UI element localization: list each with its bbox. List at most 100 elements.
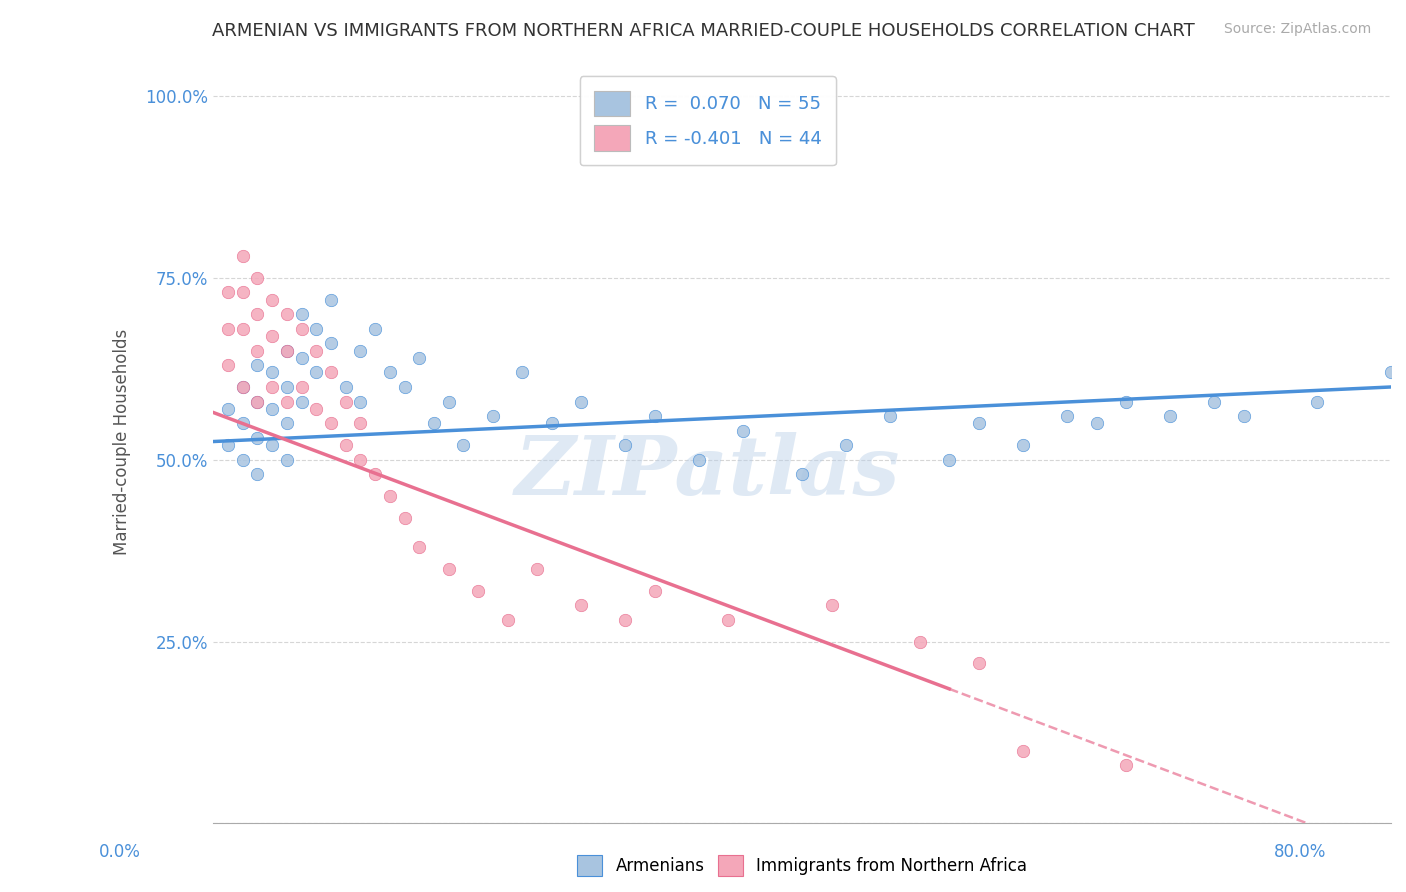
Text: 80.0%: 80.0% [1274,843,1327,861]
Point [232,380,254,394]
Point [290,380,312,394]
Point [938,452,960,467]
Point [246,358,269,372]
Point [217,358,239,372]
Point [276,380,298,394]
Point [540,417,562,431]
Point [820,599,842,613]
Point [408,351,430,365]
Point [232,285,254,300]
Point [217,401,239,416]
Point [688,452,710,467]
Point [453,438,475,452]
Point [335,438,357,452]
Legend: R =  0.070   N = 55, R = -0.401   N = 44: R = 0.070 N = 55, R = -0.401 N = 44 [579,77,837,165]
Point [967,417,990,431]
Point [1306,394,1329,409]
Point [217,438,239,452]
Point [526,562,548,576]
Point [394,511,416,525]
Point [349,417,371,431]
Text: Source: ZipAtlas.com: Source: ZipAtlas.com [1223,22,1371,37]
Point [482,409,505,423]
Point [262,293,284,307]
Point [262,366,284,380]
Point [276,394,298,409]
Text: ARMENIAN VS IMMIGRANTS FROM NORTHERN AFRICA MARRIED-COUPLE HOUSEHOLDS CORRELATIO: ARMENIAN VS IMMIGRANTS FROM NORTHERN AFR… [212,22,1194,40]
Point [276,307,298,321]
Point [614,438,637,452]
Point [246,270,269,285]
Point [423,417,446,431]
Point [232,452,254,467]
Point [305,366,328,380]
Point [246,343,269,358]
Point [644,409,666,423]
Point [1115,758,1137,772]
Point [1056,409,1078,423]
Point [1233,409,1256,423]
Point [437,562,460,576]
Point [217,322,239,336]
Point [1115,394,1137,409]
Point [467,583,489,598]
Point [246,467,269,482]
Point [569,599,592,613]
Point [408,540,430,554]
Point [305,343,328,358]
Point [232,322,254,336]
Point [276,452,298,467]
Point [496,613,519,627]
Point [290,322,312,336]
Point [512,366,534,380]
Point [262,438,284,452]
Point [276,417,298,431]
Point [335,394,357,409]
Point [319,366,342,380]
Point [1379,366,1402,380]
Point [305,401,328,416]
Point [614,613,637,627]
Point [319,293,342,307]
Point [262,401,284,416]
Point [232,380,254,394]
Point [232,417,254,431]
Text: ZIPatlas: ZIPatlas [515,432,901,512]
Point [733,424,755,438]
Point [262,329,284,343]
Point [246,394,269,409]
Point [319,336,342,351]
Point [437,394,460,409]
Point [717,613,740,627]
Point [276,343,298,358]
Point [217,285,239,300]
Point [1012,744,1035,758]
Point [364,467,387,482]
Point [1159,409,1181,423]
Point [305,322,328,336]
Point [319,417,342,431]
Point [349,452,371,467]
Point [276,343,298,358]
Point [967,657,990,671]
Point [378,366,401,380]
Point [232,249,254,263]
Y-axis label: Married-couple Households: Married-couple Households [114,328,131,555]
Point [290,307,312,321]
Point [364,322,387,336]
Point [569,394,592,409]
Point [335,380,357,394]
Point [378,489,401,503]
Point [290,351,312,365]
Point [262,380,284,394]
Point [879,409,901,423]
Point [790,467,813,482]
Point [349,394,371,409]
Point [290,394,312,409]
Point [835,438,858,452]
Point [1085,417,1108,431]
Point [394,380,416,394]
Point [246,307,269,321]
Point [349,343,371,358]
Point [1012,438,1035,452]
